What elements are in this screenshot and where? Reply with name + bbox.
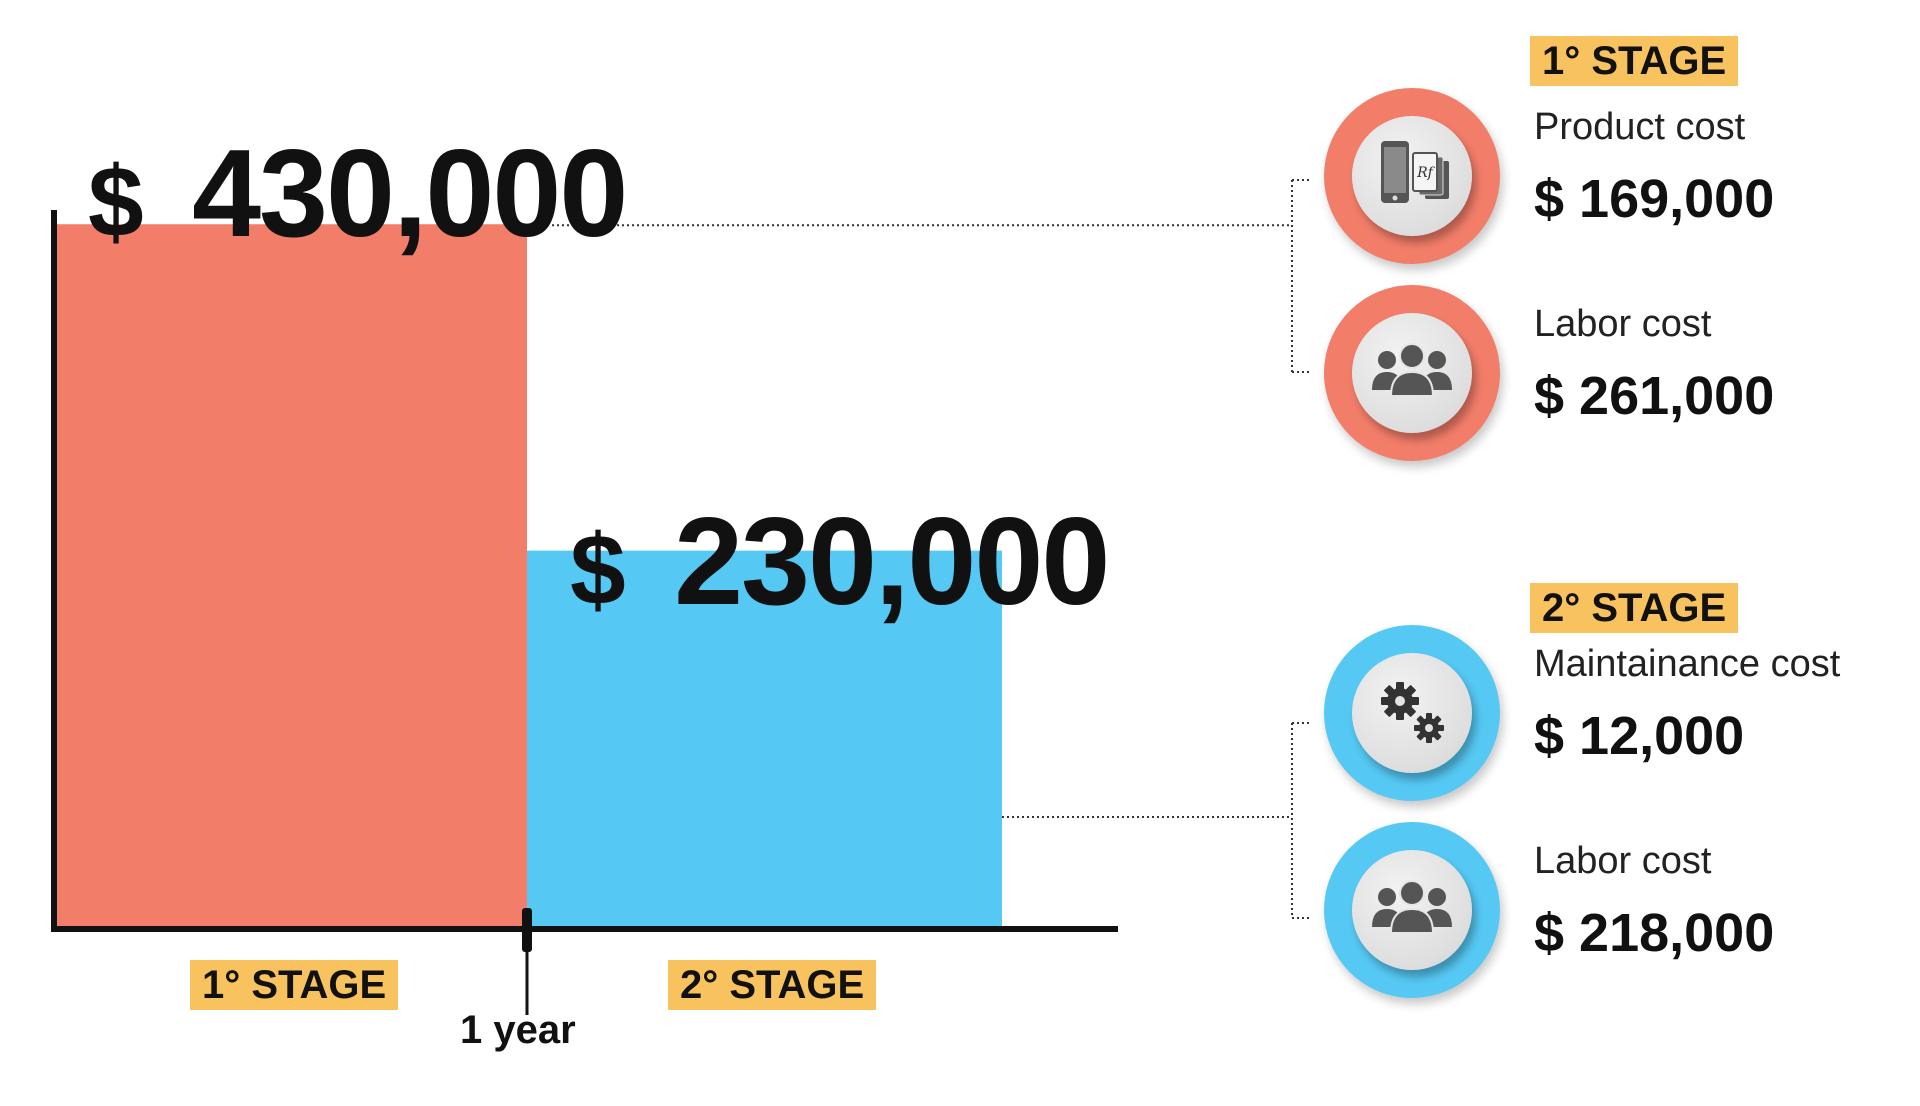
icon-ring: Rf bbox=[1324, 88, 1500, 264]
cost-label: Labor cost bbox=[1534, 840, 1712, 882]
cost-item-maintainance-cost: Maintainance cost $ 12,000 bbox=[1324, 625, 1920, 805]
people-group-icon bbox=[1372, 343, 1452, 397]
cost-item-labor-cost-stage-1: Labor cost $ 261,000 bbox=[1324, 285, 1920, 465]
bar-2 bbox=[527, 550, 1002, 926]
year-divider-tick bbox=[522, 908, 532, 952]
gears-icon bbox=[1381, 682, 1444, 743]
device-and-cards-icon: Rf bbox=[1381, 141, 1449, 203]
currency-text: $ bbox=[88, 146, 144, 258]
icon-ring bbox=[1324, 822, 1500, 998]
breakdown-stage-2-tag: 2° STAGE bbox=[1530, 583, 1739, 633]
bars-group bbox=[57, 224, 1002, 927]
cost-item-labor-cost-stage-2: Labor cost $ 218,000 bbox=[1324, 822, 1920, 1002]
cost-label: Labor cost bbox=[1534, 303, 1712, 345]
bar-value-label-stage-2: $ 230,000 bbox=[570, 500, 1110, 626]
bar-value-label-stage-1: $ 430,000 bbox=[88, 132, 628, 258]
currency-text: $ bbox=[570, 514, 626, 626]
x-tick-label-stage-1: 1° STAGE bbox=[190, 960, 399, 1010]
leader-lines bbox=[527, 179, 1312, 919]
cost-value: $ 218,000 bbox=[1534, 903, 1775, 963]
breakdown-stage-1-tag: 1° STAGE bbox=[1530, 36, 1739, 86]
icon-disc bbox=[1352, 313, 1472, 433]
year-divider-label: 1 year bbox=[460, 1008, 576, 1052]
icon-disc bbox=[1352, 850, 1472, 970]
value-number-text: 230,000 bbox=[674, 493, 1110, 631]
bar-1 bbox=[57, 224, 527, 927]
cost-value: $ 169,000 bbox=[1534, 169, 1775, 229]
cost-value: $ 12,000 bbox=[1534, 706, 1745, 766]
icon-ring bbox=[1324, 285, 1500, 461]
value-number-text: 430,000 bbox=[192, 125, 628, 263]
cost-label: Maintainance cost bbox=[1534, 643, 1841, 685]
svg-text:Rf: Rf bbox=[1416, 165, 1436, 181]
icon-disc bbox=[1352, 653, 1472, 773]
people-group-icon bbox=[1372, 880, 1452, 934]
cost-item-product-cost: Rf Product cost $ 169,000 bbox=[1324, 88, 1920, 268]
cost-label: Product cost bbox=[1534, 106, 1746, 148]
icon-disc: Rf bbox=[1352, 116, 1472, 236]
cost-value: $ 261,000 bbox=[1534, 366, 1775, 426]
icon-ring bbox=[1324, 625, 1500, 801]
x-tick-label-stage-2: 2° STAGE bbox=[668, 960, 877, 1010]
